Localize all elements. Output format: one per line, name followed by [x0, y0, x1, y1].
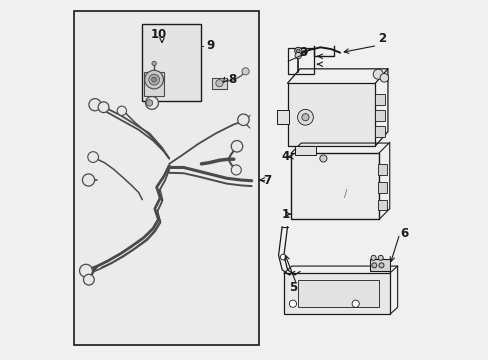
Bar — [378, 200, 386, 211]
Circle shape — [242, 68, 249, 75]
Bar — [287, 48, 313, 74]
Circle shape — [89, 99, 101, 111]
Text: 1: 1 — [281, 208, 289, 221]
Circle shape — [280, 254, 285, 260]
Circle shape — [151, 77, 156, 82]
Bar — [276, 110, 289, 125]
Bar — [298, 280, 378, 307]
Text: 8: 8 — [227, 73, 236, 86]
Circle shape — [146, 100, 152, 106]
Circle shape — [351, 300, 359, 307]
Circle shape — [237, 114, 249, 126]
Circle shape — [145, 96, 158, 109]
Bar — [142, 24, 201, 101]
Text: /: / — [343, 189, 346, 199]
Circle shape — [378, 255, 383, 260]
Bar — [294, 146, 316, 155]
Circle shape — [148, 74, 159, 85]
Circle shape — [294, 47, 301, 54]
Bar — [369, 259, 389, 271]
Circle shape — [215, 80, 223, 87]
Circle shape — [82, 174, 94, 186]
Text: 5: 5 — [288, 281, 296, 294]
Bar — [284, 273, 389, 315]
Circle shape — [231, 165, 241, 175]
Circle shape — [297, 109, 313, 125]
Circle shape — [371, 263, 376, 268]
Circle shape — [231, 140, 242, 152]
Circle shape — [144, 70, 163, 89]
Text: 4: 4 — [281, 150, 289, 163]
Text: 10: 10 — [150, 28, 166, 41]
Bar — [290, 153, 378, 220]
Circle shape — [152, 61, 156, 66]
Circle shape — [80, 264, 92, 277]
Circle shape — [117, 106, 126, 116]
Bar — [144, 72, 163, 96]
Circle shape — [98, 102, 109, 113]
Text: 2: 2 — [378, 32, 386, 45]
Circle shape — [88, 152, 99, 162]
Bar — [287, 83, 375, 146]
Bar — [378, 164, 386, 175]
Circle shape — [378, 263, 383, 268]
Circle shape — [372, 69, 383, 79]
Bar — [74, 12, 258, 345]
Bar — [374, 94, 385, 105]
Bar — [374, 126, 385, 137]
Text: 9: 9 — [206, 39, 214, 52]
Circle shape — [301, 114, 308, 121]
Text: 3: 3 — [299, 46, 307, 59]
Circle shape — [319, 155, 326, 162]
Bar — [378, 182, 386, 193]
Text: 7: 7 — [263, 174, 271, 186]
Circle shape — [379, 73, 388, 82]
Text: 6: 6 — [399, 227, 407, 240]
Circle shape — [294, 52, 301, 59]
Circle shape — [289, 300, 296, 307]
Circle shape — [296, 49, 300, 53]
Circle shape — [370, 255, 375, 260]
Bar — [374, 110, 385, 121]
Bar — [212, 78, 227, 89]
Circle shape — [83, 274, 94, 285]
